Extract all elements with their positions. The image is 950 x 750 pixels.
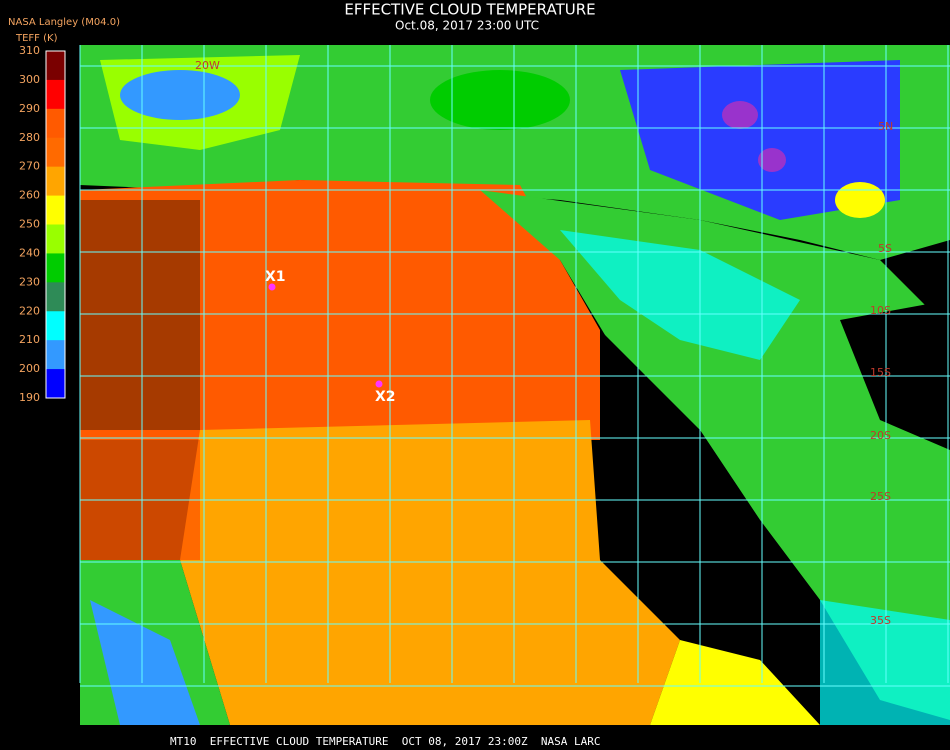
colorbar-tick-label: 210: [19, 333, 40, 346]
legend-source: NASA Langley (M04.0): [8, 17, 120, 28]
grid-label: 20S: [870, 429, 891, 442]
colorbar-tick-label: 190: [19, 391, 40, 404]
grid-label: 35S: [870, 614, 891, 627]
colorbar: 310 300 290 280 270 260 250 240 230 220 210 200 190: [19, 44, 66, 404]
marker-dot: [268, 283, 276, 291]
colorbar-tick-label: 260: [19, 189, 40, 202]
satellite-image: [80, 45, 950, 725]
colorbar-swatch: [46, 311, 65, 341]
colorbar-tick-label: 240: [19, 246, 40, 259]
colorbar-swatch: [46, 340, 65, 370]
colorbar-tick-label: 230: [19, 275, 40, 288]
grid-label: 15S: [870, 366, 891, 379]
colorbar-swatch: [46, 195, 65, 225]
colorbar-swatch: [46, 282, 65, 312]
grid-label: 25S: [870, 490, 891, 503]
colorbar-tick-label: 270: [19, 160, 40, 173]
subtitle: Oct.08, 2017 23:00 UTC: [395, 19, 539, 33]
colorbar-swatch: [46, 166, 65, 197]
footer: MT10 EFFECTIVE CLOUD TEMPERATURE OCT 08,…: [170, 735, 600, 748]
grid-label: 5N: [878, 120, 893, 133]
colorbar-swatch: [46, 224, 65, 254]
title: EFFECTIVE CLOUD TEMPERATURE: [344, 1, 595, 19]
colorbar-swatch: [46, 137, 65, 168]
marker-label: X1: [265, 269, 286, 285]
colorbar-swatch: [46, 79, 65, 110]
colorbar-swatch: [46, 51, 65, 81]
colorbar-tick-label: 300: [19, 73, 40, 86]
colorbar-tick-label: 200: [19, 362, 40, 375]
colorbar-tick-label: 310: [19, 44, 40, 57]
lat-lon-grid: 20W 5N 5S 10S 15S 20S 25S 35S: [79, 45, 950, 687]
colorbar-tick-label: 290: [19, 102, 40, 115]
marker-dot: [375, 380, 383, 388]
colorbar-tick-label: 250: [19, 218, 40, 231]
grid-label: 5S: [878, 242, 892, 255]
colorbar-tick-label: 220: [19, 304, 40, 317]
grid-label: 20W: [195, 59, 220, 72]
grid-label: 10S: [870, 304, 891, 317]
colorbar-swatch: [46, 108, 65, 139]
colorbar-swatch: [46, 369, 65, 399]
marker-label: X2: [375, 389, 396, 405]
colorbar-frame: [45, 50, 66, 399]
colorbar-swatch: [46, 253, 65, 283]
legend-unit: TEFF (K): [15, 33, 58, 44]
colorbar-tick-label: 280: [19, 131, 40, 144]
